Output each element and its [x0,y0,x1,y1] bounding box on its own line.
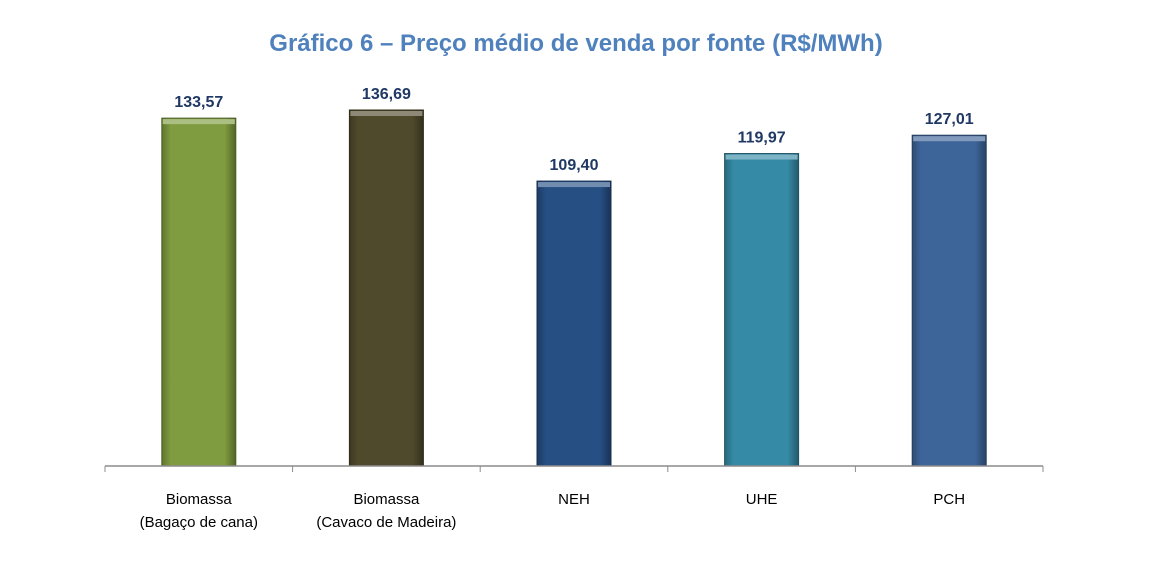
category-label: PCH [933,491,965,508]
data-labels-layer: 133,57 136,69 109,40 119,97 127,01 [174,86,973,174]
data-label: 133,57 [174,94,223,111]
category-label: Biomassa [353,491,420,508]
bar-body [724,153,800,467]
data-label: 136,69 [362,86,411,103]
chart-title: Gráfico 6 – Preço médio de venda por fon… [269,30,882,57]
bar-cap [538,182,610,188]
category-labels-layer: Biomassa (Bagaço de cana) Biomassa (Cavaco … [140,491,965,531]
bar-cap [162,119,235,125]
category-label: (Bagaço de cana) [140,514,258,531]
category-label: Biomassa [166,491,233,508]
bar-body [161,117,237,467]
data-label: 119,97 [738,130,786,147]
x-axis [104,465,1044,472]
bar-4 [724,153,800,467]
data-label: 127,01 [925,111,974,128]
category-label: NEH [558,491,590,508]
bar-1 [161,117,237,467]
bar-body [348,109,424,467]
bar-cap [725,154,798,160]
bar-3 [536,180,612,467]
category-label: UHE [746,491,778,508]
category-label: (Cavaco de Madeira) [316,514,456,531]
bar-cap [913,136,986,142]
bar-5 [911,134,987,467]
bar-cap [350,111,423,116]
bar-body [536,180,612,467]
bar-2 [348,109,424,467]
bar-body [911,134,987,467]
data-label: 109,40 [550,157,599,174]
